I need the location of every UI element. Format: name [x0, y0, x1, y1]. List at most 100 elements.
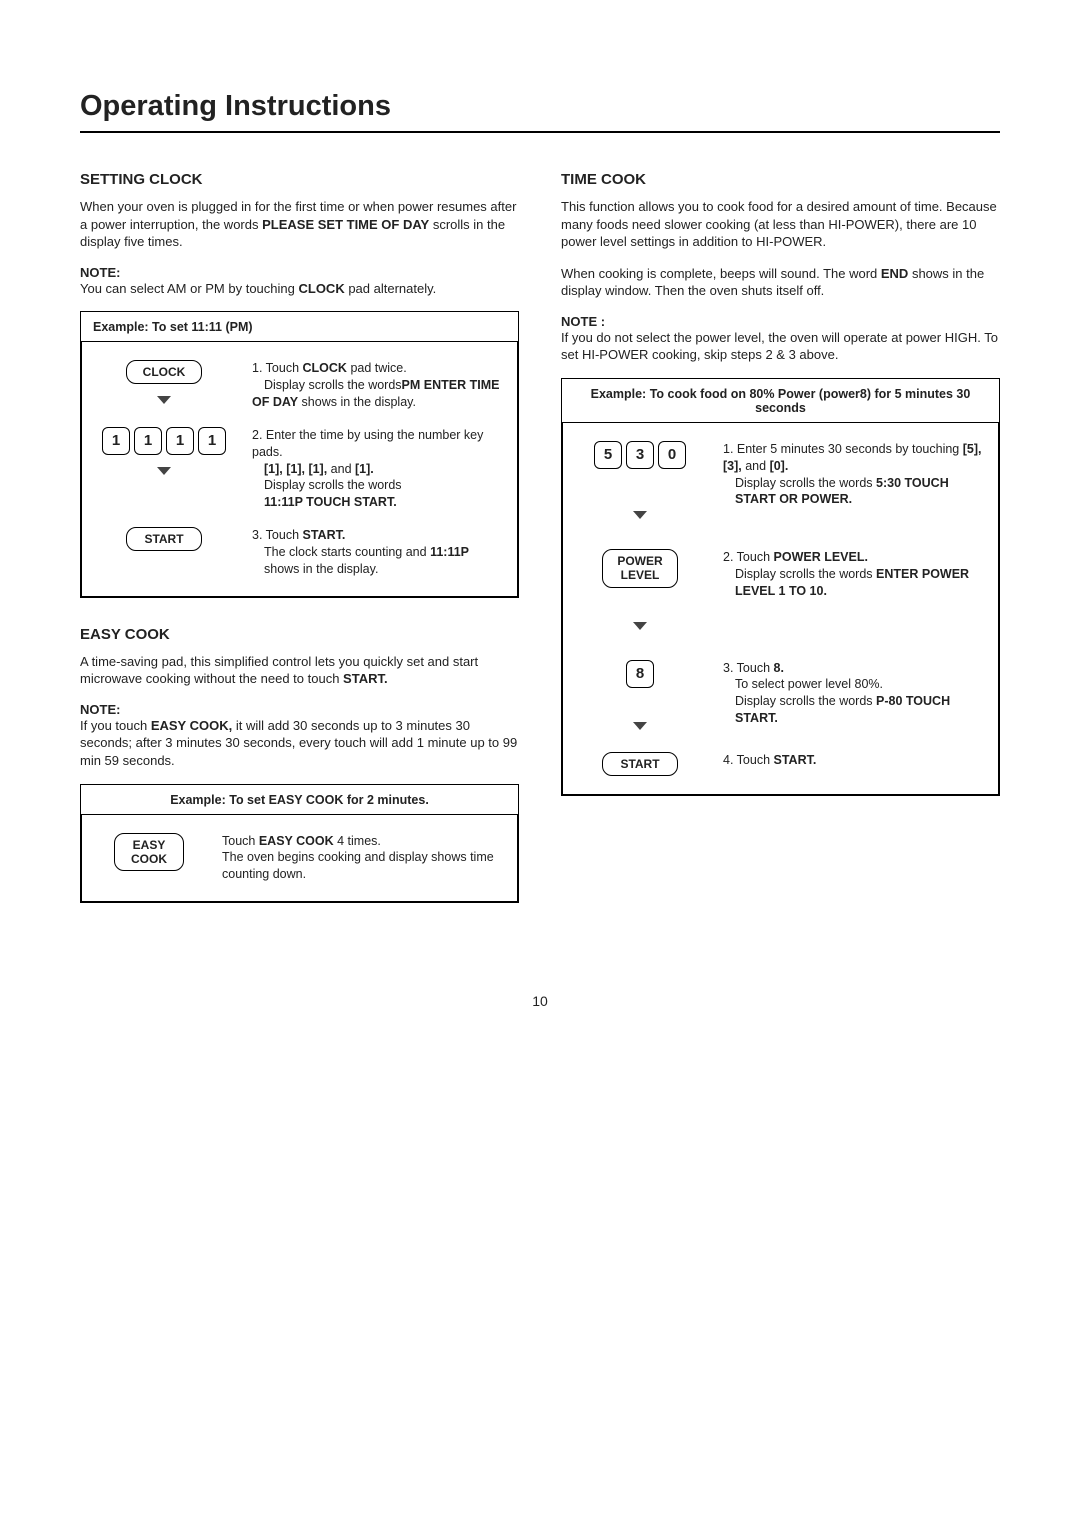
num-key[interactable]: 1 — [102, 427, 130, 455]
b: [1], [1], [1], — [264, 462, 327, 476]
page-title: Operating Instructions — [80, 90, 1000, 133]
t: Display scrolls the words — [735, 476, 876, 490]
clock-step-1: CLOCK 1. Touch CLOCK pad twice. Display … — [92, 354, 507, 417]
t: Touch — [222, 834, 259, 848]
number-pad-row: 5 3 0 — [594, 441, 686, 469]
step-text: 3. Touch START. The clock starts countin… — [252, 527, 505, 578]
indent: Display scrolls the words 5:30 TOUCH STA… — [723, 475, 986, 509]
timecook-step-3: 8 3. Touch 8. To select power level 80%.… — [573, 654, 988, 736]
timecook-step-1: 5 3 0 1. Enter 5 minutes 30 seconds by t… — [573, 435, 988, 525]
step-text: 1. Enter 5 minutes 30 seconds by touchin… — [723, 441, 986, 509]
t: and — [327, 462, 355, 476]
time-cook-note: If you do not select the power level, th… — [561, 329, 1000, 364]
t: 3. Touch — [252, 528, 303, 542]
arrow-down-icon — [633, 511, 647, 519]
t: Display scrolls the words — [735, 567, 876, 581]
b: START. — [343, 671, 388, 686]
time-cook-heading: TIME COOK — [561, 171, 1000, 188]
setting-clock-note: You can select AM or PM by touching CLOC… — [80, 280, 519, 298]
t: 4. Touch — [723, 753, 774, 767]
t: The clock starts counting and — [264, 545, 430, 559]
indent: Display scrolls the words ENTER POWER LE… — [723, 566, 986, 600]
t: 4 times. — [334, 834, 381, 848]
step-text: 1. Touch CLOCK pad twice. Display scroll… — [252, 360, 505, 411]
num-key[interactable]: 0 — [658, 441, 686, 469]
step-text: 2. Enter the time by using the number ke… — [252, 427, 505, 511]
easycook-inner: EASYCOOK Touch EASY COOK 4 times. The ov… — [81, 814, 518, 903]
t: 2. Touch — [723, 550, 774, 564]
t: Display scrolls the words — [264, 478, 402, 492]
b: [1]. — [355, 462, 374, 476]
start-button[interactable]: START — [126, 527, 202, 551]
page-container: Operating Instructions SETTING CLOCK Whe… — [40, 0, 1040, 1049]
right-column: TIME COOK This function allows you to co… — [561, 171, 1000, 903]
t: Display scrolls the words — [252, 377, 402, 394]
indent: [1], [1], [1], and [1]. Display scrolls … — [252, 461, 402, 512]
setting-clock-heading: SETTING CLOCK — [80, 171, 519, 188]
btn-label: POWERLEVEL — [613, 554, 667, 583]
btn-col: 5 3 0 — [575, 441, 705, 519]
text-bold: PLEASE SET TIME OF DAY — [262, 217, 429, 232]
t: 1. Enter 5 minutes 30 seconds by touchin… — [723, 442, 963, 456]
easycook-example-box: Example: To set EASY COOK for 2 minutes.… — [80, 784, 519, 904]
arrow-down-icon — [633, 622, 647, 630]
text: pad alternately. — [345, 281, 437, 296]
num-key[interactable]: 3 — [626, 441, 654, 469]
t: To select power level 80%. — [735, 677, 883, 691]
easy-cook-note: If you touch EASY COOK, it will add 30 s… — [80, 717, 519, 770]
clock-example-header: Example: To set 11:11 (PM) — [81, 312, 518, 342]
btn-label: EASYCOOK — [125, 838, 173, 867]
b: EASY COOK, — [151, 718, 232, 733]
t: The oven begins cooking and display show… — [222, 850, 494, 881]
arrow-down-icon — [157, 467, 171, 475]
timecook-inner: 5 3 0 1. Enter 5 minutes 30 seconds by t… — [562, 422, 999, 795]
num-key[interactable]: 5 — [594, 441, 622, 469]
clock-example-box: Example: To set 11:11 (PM) CLOCK 1. Touc… — [80, 311, 519, 598]
easy-cook-heading: EASY COOK — [80, 626, 519, 643]
page-number: 10 — [80, 993, 1000, 1009]
easy-cook-button[interactable]: EASYCOOK — [114, 833, 184, 872]
num-key[interactable]: 8 — [626, 660, 654, 688]
t: pad twice. — [347, 361, 407, 375]
b: START. — [774, 753, 817, 767]
b: END — [881, 266, 908, 281]
step-text: Touch EASY COOK 4 times. The oven begins… — [222, 833, 505, 884]
timecook-step-2: POWERLEVEL 2. Touch POWER LEVEL. Display… — [573, 543, 988, 636]
num-key[interactable]: 1 — [166, 427, 194, 455]
indent: The clock starts counting and 11:11P sho… — [252, 544, 505, 578]
number-pad-row: 1 1 1 1 — [102, 427, 226, 455]
start-button[interactable]: START — [602, 752, 678, 776]
timecook-step-4: START 4. Touch START. — [573, 746, 988, 782]
setting-clock-intro: When your oven is plugged in for the fir… — [80, 198, 519, 251]
btn-col: START — [94, 527, 234, 551]
t: and — [742, 459, 770, 473]
num-key[interactable]: 1 — [134, 427, 162, 455]
t: 3. Touch — [723, 661, 774, 675]
b: EASY COOK — [259, 834, 334, 848]
btn-col: POWERLEVEL — [575, 549, 705, 630]
t: 2. Enter the time by using the number ke… — [252, 428, 483, 459]
t: 1. Touch — [252, 361, 303, 375]
clock-step-3: START 3. Touch START. The clock starts c… — [92, 521, 507, 584]
timecook-example-header: Example: To cook food on 80% Power (powe… — [562, 379, 999, 423]
time-cook-p1: This function allows you to cook food fo… — [561, 198, 1000, 251]
easycook-example-header: Example: To set EASY COOK for 2 minutes. — [81, 785, 518, 815]
btn-col: EASYCOOK — [94, 833, 204, 872]
indent: To select power level 80%. Display scrol… — [723, 676, 986, 727]
b: POWER LEVEL. — [774, 550, 868, 564]
b: 11:11P TOUCH START. — [264, 495, 397, 509]
clock-pad-button[interactable]: CLOCK — [126, 360, 202, 384]
clock-example-inner: CLOCK 1. Touch CLOCK pad twice. Display … — [81, 341, 518, 597]
text: You can select AM or PM by touching — [80, 281, 298, 296]
step-text: 4. Touch START. — [723, 752, 986, 769]
easycook-step: EASYCOOK Touch EASY COOK 4 times. The ov… — [92, 827, 507, 890]
note-label: NOTE: — [80, 702, 519, 717]
step-text: 3. Touch 8. To select power level 80%. D… — [723, 660, 986, 728]
arrow-down-icon — [157, 396, 171, 404]
power-level-button[interactable]: POWERLEVEL — [602, 549, 678, 588]
num-key[interactable]: 1 — [198, 427, 226, 455]
note-label: NOTE: — [80, 265, 519, 280]
b: [0]. — [770, 459, 789, 473]
btn-col: START — [575, 752, 705, 776]
t: A time-saving pad, this simplified contr… — [80, 654, 478, 687]
